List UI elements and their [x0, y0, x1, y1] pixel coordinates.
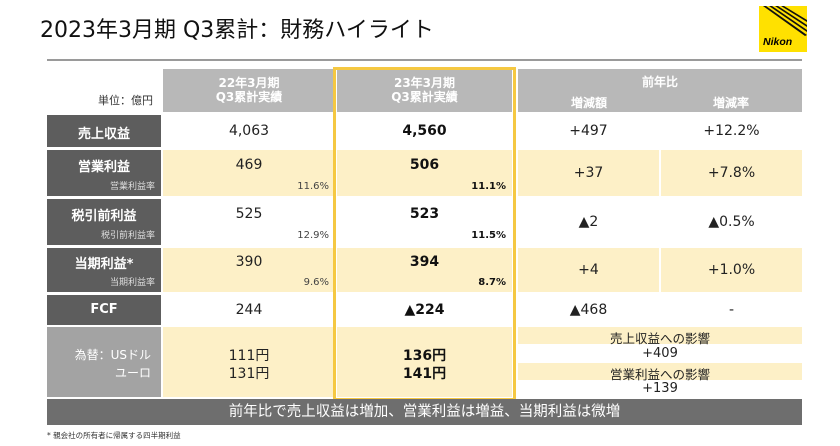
value: 390	[235, 254, 263, 270]
value: +1.0%	[707, 262, 756, 278]
row-label: 税引前利益	[71, 209, 137, 224]
cur-year-label: 23年3月期	[393, 76, 456, 90]
row-op-prev: 469 11.6%	[163, 150, 335, 196]
impact-op-label: 営業利益への影響	[609, 367, 710, 382]
fx-eur-label: ユーロ	[114, 366, 151, 380]
row-op-rate: +7.8%	[661, 150, 802, 196]
summary-banner: 前年比で売上収益は増加、営業利益は増益、当期利益は微増	[47, 399, 802, 425]
row-net-rate: +1.0%	[661, 248, 802, 292]
row-net-cur: 394 8.7%	[337, 248, 512, 292]
fx-cur-usd: 136円	[402, 348, 447, 364]
footnote: * 親会社の所有者に帰属する四半期利益	[47, 431, 181, 440]
impact-op-label-cell: 営業利益への影響	[518, 363, 802, 382]
cur-year-header: 23年3月期 Q3累計実績	[337, 69, 512, 112]
value: +4	[578, 262, 599, 278]
margin: 8.7%	[478, 277, 506, 288]
prev-year-header: 22年3月期 Q3累計実績	[163, 69, 335, 112]
yoy-label: 前年比	[641, 75, 678, 89]
diff-label: 増減額	[570, 96, 607, 110]
cur-year-sub: Q3累計実績	[391, 90, 458, 104]
row-pretax-label-cell: 税引前利益 税引前利益率	[47, 199, 161, 245]
prev-year-label: 22年3月期	[218, 76, 280, 90]
row-label: FCF	[90, 302, 118, 317]
value: 523	[409, 206, 440, 222]
margin: 9.6%	[303, 277, 329, 288]
value: +12.2%	[703, 123, 760, 139]
value: 244	[235, 302, 263, 318]
value: ▲224	[404, 302, 445, 318]
row-fcf-cur: ▲224	[337, 295, 512, 325]
row-fcf-label-cell: FCF	[47, 295, 161, 325]
row-net-diff: +4	[518, 248, 659, 292]
row-pretax-cur: 523 11.5%	[337, 199, 512, 245]
impact-sales-value: +409	[642, 346, 678, 361]
impact-sales-label: 売上収益への影響	[609, 331, 710, 346]
logo-stripes-icon	[759, 6, 807, 36]
value: +37	[573, 165, 604, 181]
row-fx-prev: 111円 131円	[163, 327, 335, 397]
row-pretax-prev: 525 12.9%	[163, 199, 335, 245]
row-label: 営業利益	[77, 160, 130, 175]
fx-prev-usd: 111円	[228, 348, 270, 364]
row-sales-prev: 4,063	[163, 115, 335, 147]
rate-label: 増減率	[712, 96, 749, 110]
row-pretax-rate: ▲0.5%	[661, 199, 802, 245]
row-label: 売上収益	[77, 127, 130, 142]
unit-cell: 単位：億円	[47, 69, 161, 112]
value: ▲0.5%	[708, 214, 755, 230]
value: 469	[235, 157, 263, 173]
row-sales-diff: +497	[518, 115, 659, 147]
yoy-header: 前年比 増減額 増減率	[518, 69, 802, 112]
row-sublabel: 当期利益率	[109, 278, 155, 288]
value: 4,560	[402, 123, 447, 139]
row-sales-label-cell: 売上収益	[47, 115, 161, 147]
margin: 11.6%	[297, 181, 329, 192]
value: +7.8%	[707, 165, 756, 181]
row-op-cur: 506 11.1%	[337, 150, 512, 196]
row-op-diff: +37	[518, 150, 659, 196]
fx-usd-label: 為替：USドル	[74, 348, 151, 362]
impact-sales-label-cell: 売上収益への影響	[518, 327, 802, 346]
row-fx-cur: 136円 141円	[337, 327, 512, 397]
fx-cur-eur: 141円	[402, 366, 447, 382]
fx-prev-eur: 131円	[228, 366, 270, 382]
row-sales-rate: +12.2%	[661, 115, 802, 147]
margin: 12.9%	[297, 230, 329, 241]
row-net-prev: 390 9.6%	[163, 248, 335, 292]
impact-op-value-cell: +139	[518, 381, 802, 397]
row-fcf-diff: ▲468	[518, 295, 659, 325]
value: 394	[409, 254, 440, 270]
margin: 11.5%	[471, 230, 506, 241]
impact-op-value: +139	[642, 381, 678, 396]
row-fcf-rate: -	[661, 295, 802, 325]
row-op-label-cell: 営業利益 営業利益率	[47, 150, 161, 196]
row-fcf-prev: 244	[163, 295, 335, 325]
value: 506	[409, 157, 440, 173]
row-sales-cur: 4,560	[337, 115, 512, 147]
value: 525	[235, 206, 263, 222]
row-pretax-diff: ▲2	[518, 199, 659, 245]
row-fx-label-cell: 為替：USドル ユーロ	[47, 327, 161, 397]
value: 4,063	[228, 123, 270, 139]
page-title: 2023年3月期 Q3累計：財務ハイライト	[40, 18, 434, 43]
row-label: 当期利益*	[74, 257, 134, 272]
row-sublabel: 営業利益率	[109, 182, 155, 192]
nikon-logo: Nikon	[759, 6, 807, 52]
value: -	[728, 302, 735, 318]
row-sublabel: 税引前利益率	[100, 231, 155, 241]
margin: 11.1%	[471, 181, 506, 192]
value: +497	[569, 123, 608, 139]
impact-sales-value-cell: +409	[518, 345, 802, 362]
value: ▲2	[578, 214, 599, 230]
prev-year-sub: Q3累計実績	[215, 90, 283, 104]
row-net-label-cell: 当期利益* 当期利益率	[47, 248, 161, 292]
title-rule	[47, 59, 802, 61]
logo-wordmark: Nikon	[763, 36, 793, 48]
value: ▲468	[569, 302, 608, 318]
unit-label: 単位：億円	[98, 94, 153, 107]
